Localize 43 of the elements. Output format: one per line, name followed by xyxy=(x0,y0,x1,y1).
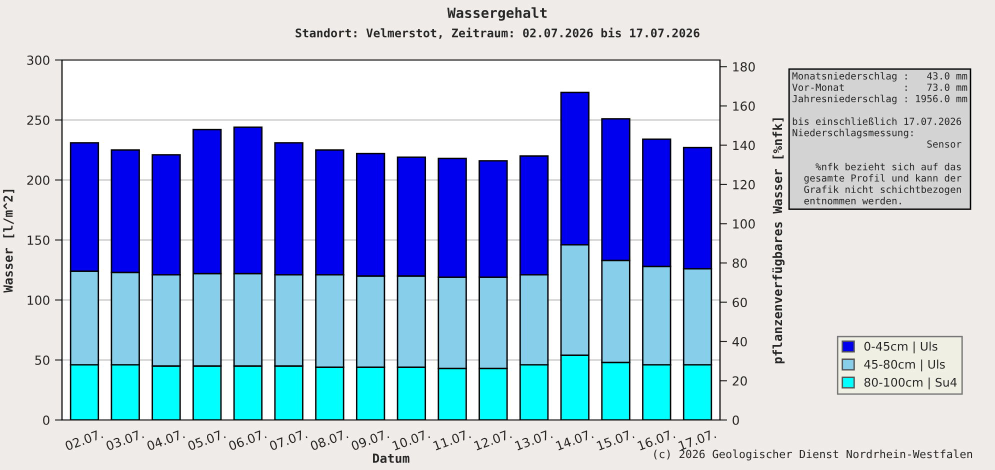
y2-tick-label: 40 xyxy=(732,336,747,346)
x-tick-label: 13.07. xyxy=(514,429,553,451)
legend-label: 45-80cm | Uls xyxy=(864,360,945,372)
x-tick-label: 02.07. xyxy=(64,429,104,451)
x-tick-label: 14.07. xyxy=(556,429,594,451)
y-tick-label: 50 xyxy=(35,355,50,365)
legend-label: 0-45cm | Uls xyxy=(864,342,938,354)
x-tick-label: 05.07. xyxy=(187,429,226,451)
text: (c) 2026 Geologischer Dienst Nordrhein-Westfalen xyxy=(654,450,972,460)
y2-tick-label: 120 xyxy=(733,180,755,190)
x-tick-label: 10.07. xyxy=(392,429,430,451)
y2-tick-label: 80 xyxy=(732,258,747,268)
x-tick-label: 11.07. xyxy=(432,429,471,451)
chart-title: Wassergehalt xyxy=(447,7,547,21)
legend-label: 80-100cm | Su4 xyxy=(864,378,957,390)
y-tick-label: 150 xyxy=(28,235,50,245)
y-tick-label: 250 xyxy=(27,115,50,125)
y-tick-label: 300 xyxy=(27,55,50,65)
x-tick-label: 08.07. xyxy=(310,429,348,451)
y2-tick-label: 0 xyxy=(732,415,739,425)
y-tick-label: 200 xyxy=(27,175,50,185)
x-tick-label: 09.07. xyxy=(350,429,390,451)
x-tick-label: 12.07. xyxy=(474,429,512,451)
y2-tick-label: 180 xyxy=(733,62,755,72)
y-tick-label: 100 xyxy=(28,295,50,305)
x-tick-label: 07.07. xyxy=(268,429,308,451)
x-tick-label: 15.07. xyxy=(596,429,634,451)
y2-tick-label: 160 xyxy=(733,101,755,111)
x-tick-label: 03.07. xyxy=(105,429,144,451)
y2-tick-label: 20 xyxy=(732,376,747,386)
x-tick-label: 06.07. xyxy=(228,429,267,451)
chart-subtitle: Standort: Velmerstot, Zeitraum: 02.07.2026 bis 17.07.2026 xyxy=(296,28,700,39)
y-axis-title: Wasser [l/m^2] xyxy=(3,190,14,293)
y2-tick-label: 60 xyxy=(732,298,747,308)
text: Monatsniederschlag : 43.0 mm Vor-Monat : 73.0 mm Jahresniederschlag : 1956.0 mm bis einschließlich 17.07.2026 Niederschlagsmessung: Sensor %nfk bezieht sich auf das gesamte Profil und kann der Grafik nicht schichtbezogen entnommen werden. xyxy=(792,72,968,204)
x-tick-label: 16.07. xyxy=(637,429,676,451)
y2-tick-label: 140 xyxy=(733,140,755,150)
y2-axis-title: pflanzenverfügbares Wasser [%nfk] xyxy=(772,118,785,364)
y-tick-label: 0 xyxy=(43,415,50,425)
x-axis-title: Datum xyxy=(373,454,410,463)
x-tick-label: 04.07. xyxy=(146,429,185,451)
x-tick-label: 17.07. xyxy=(678,429,716,451)
y2-tick-label: 100 xyxy=(733,219,755,229)
